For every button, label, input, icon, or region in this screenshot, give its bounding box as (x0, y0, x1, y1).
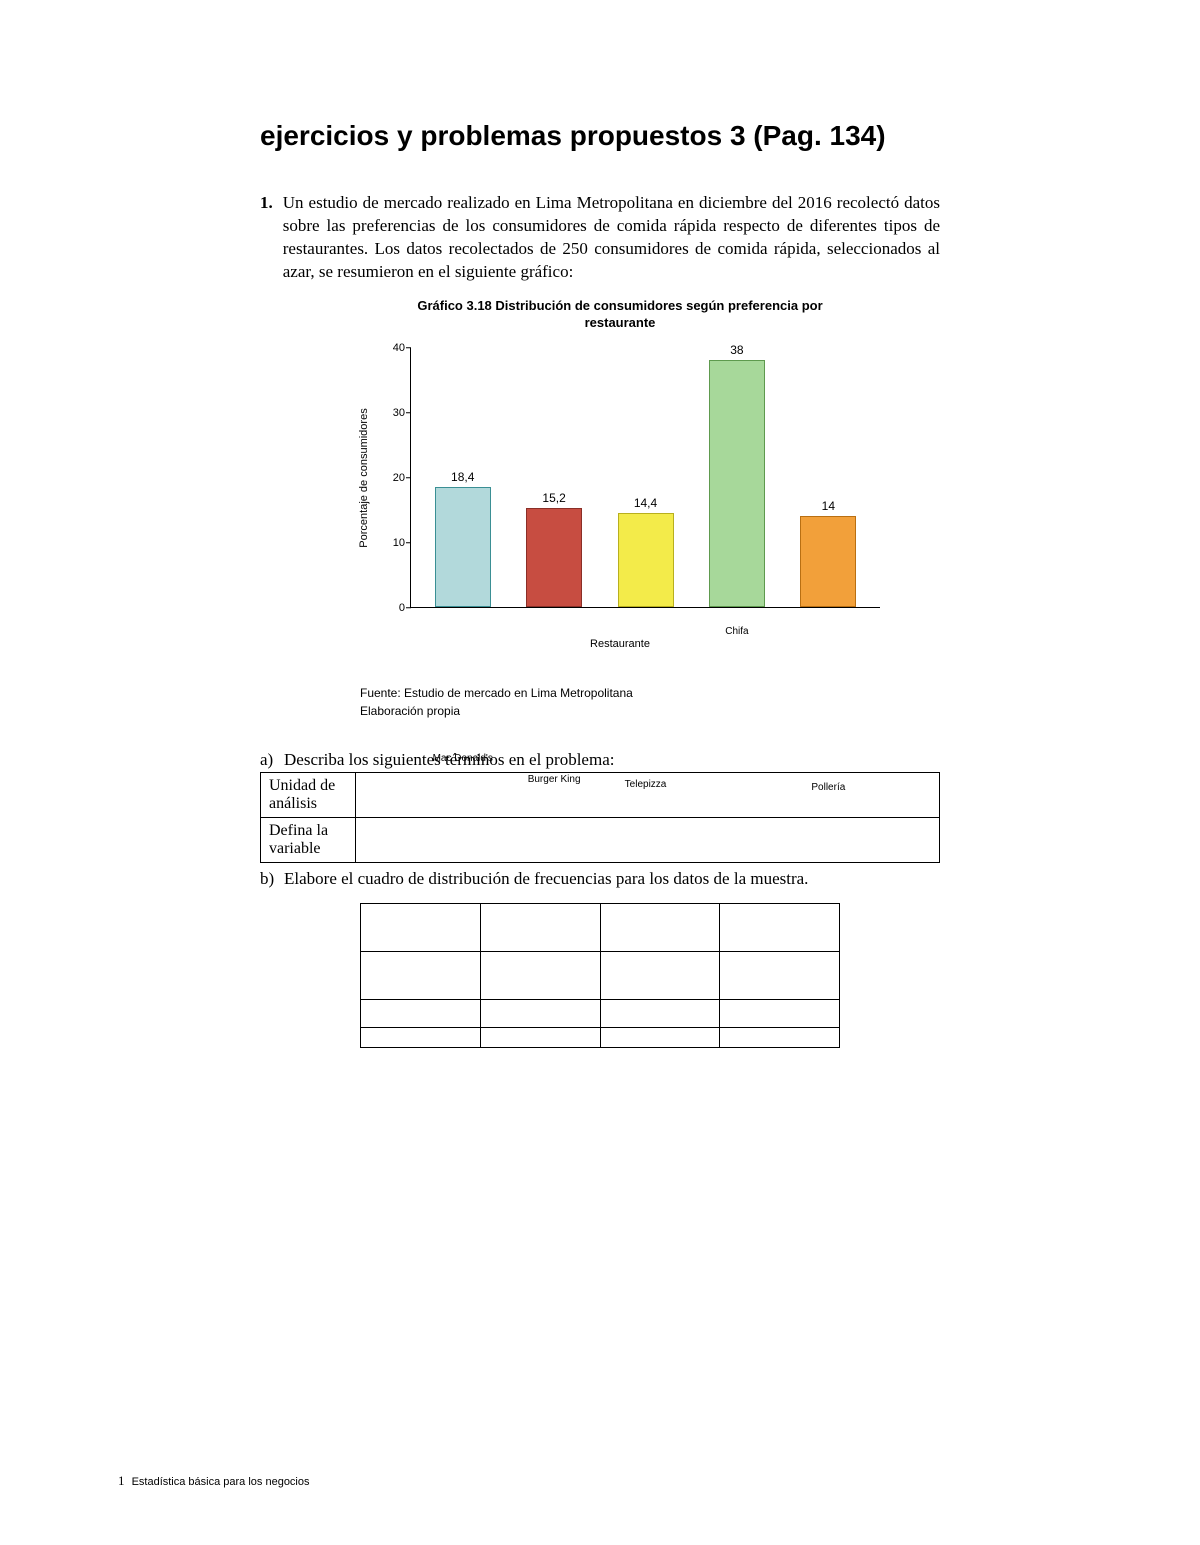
bar-slot: 14,4Telepizza (600, 513, 691, 607)
table-row (361, 903, 840, 951)
table-cell (480, 1027, 600, 1047)
chart-title: Gráfico 3.18 Distribución de consumidore… (350, 298, 890, 332)
bar: 38 (709, 360, 765, 607)
y-tick-label: 0 (379, 602, 405, 614)
x-tick-label: Chifa (725, 626, 748, 637)
table-row: Defina la variable (261, 817, 940, 862)
y-tick-mark (406, 347, 411, 349)
title-prefix: e (260, 120, 276, 151)
bar-value-label: 14 (822, 499, 835, 513)
problem-1: 1. Un estudio de mercado realizado en Li… (260, 192, 940, 284)
table-cell (600, 951, 720, 999)
bar-value-label: 14,4 (634, 496, 657, 510)
content-block: 1. Un estudio de mercado realizado en Li… (260, 192, 940, 1048)
table-cell (720, 903, 840, 951)
y-tick-mark (406, 542, 411, 544)
y-tick-label: 30 (379, 407, 405, 419)
table-cell (720, 951, 840, 999)
sub-a-label: a) (260, 750, 278, 770)
table-row (361, 951, 840, 999)
sub-a-text: Describa los siguientes términos en el p… (284, 750, 940, 770)
table-row: Unidad de análisis (261, 772, 940, 817)
footer-page-number: 1 (118, 1473, 125, 1488)
x-tick-label: Pollería (811, 782, 845, 793)
source-line-1: Fuente: Estudio de mercado en Lima Metro… (360, 684, 940, 702)
bar: 14,4 (618, 513, 674, 607)
bar-value-label: 38 (730, 343, 743, 357)
subsection-a: a) Describa los siguientes términos en e… (260, 750, 940, 863)
sub-b-text: Elabore el cuadro de distribución de fre… (284, 869, 940, 889)
chart-source: Fuente: Estudio de mercado en Lima Metro… (360, 684, 940, 720)
table-cell (720, 999, 840, 1027)
x-axis-label: Restaurante (340, 638, 900, 650)
chart-block: Gráfico 3.18 Distribución de consumidore… (300, 298, 940, 720)
term-key: Defina la variable (261, 817, 356, 862)
table-cell (480, 999, 600, 1027)
table-cell (480, 903, 600, 951)
bar: 14 (800, 516, 856, 607)
page-title: ejercicios y problemas propuestos 3 (Pag… (260, 120, 1080, 152)
footer-text: Estadística básica para los negocios (132, 1476, 310, 1488)
x-tick-label: Burger King (528, 774, 581, 785)
table-cell (600, 999, 720, 1027)
y-tick-label: 10 (379, 537, 405, 549)
table-cell (600, 1027, 720, 1047)
page: ejercicios y problemas propuestos 3 (Pag… (0, 0, 1200, 1108)
table-cell (480, 951, 600, 999)
y-tick-mark (406, 412, 411, 414)
table-cell (600, 903, 720, 951)
term-value (356, 817, 940, 862)
table-cell (361, 903, 481, 951)
bar-slot: 14Pollería (783, 516, 874, 607)
table-cell (720, 1027, 840, 1047)
problem-text: Un estudio de mercado realizado en Lima … (283, 192, 940, 284)
table-cell (361, 951, 481, 999)
source-line-2: Elaboración propia (360, 702, 940, 720)
table-cell (361, 999, 481, 1027)
table-row (361, 1027, 840, 1047)
bar-slot: 15,2Burger King (508, 508, 599, 607)
y-tick-mark (406, 477, 411, 479)
bar-slot: 18,4Mac Donald's (417, 487, 508, 607)
bar-slot: 38Chifa (691, 360, 782, 607)
bar-value-label: 15,2 (542, 491, 565, 505)
y-axis-label: Porcentaje de consumidores (358, 408, 370, 547)
table-cell (361, 1027, 481, 1047)
problem-number: 1. (260, 192, 273, 284)
term-key: Unidad de análisis (261, 772, 356, 817)
bar-value-label: 18,4 (451, 470, 474, 484)
subsection-b: b) Elabore el cuadro de distribución de … (260, 869, 940, 1048)
title-rest: jercicios y problemas propuestos 3 (Pag.… (276, 120, 886, 151)
sub-b-label: b) (260, 869, 278, 889)
x-tick-label: Mac Donald's (433, 753, 493, 764)
y-tick-label: 20 (379, 472, 405, 484)
x-tick-label: Telepizza (625, 779, 667, 790)
plot-area: 18,4Mac Donald's15,2Burger King14,4Telep… (410, 348, 880, 608)
bar-chart: Porcentaje de consumidores 18,4Mac Donal… (340, 338, 900, 658)
y-tick-label: 40 (379, 342, 405, 354)
y-tick-mark (406, 607, 411, 609)
frequency-table (360, 903, 840, 1048)
table-row (361, 999, 840, 1027)
bar: 18,4 (435, 487, 491, 607)
page-footer: 1 Estadística básica para los negocios (118, 1473, 310, 1489)
bar: 15,2 (526, 508, 582, 607)
